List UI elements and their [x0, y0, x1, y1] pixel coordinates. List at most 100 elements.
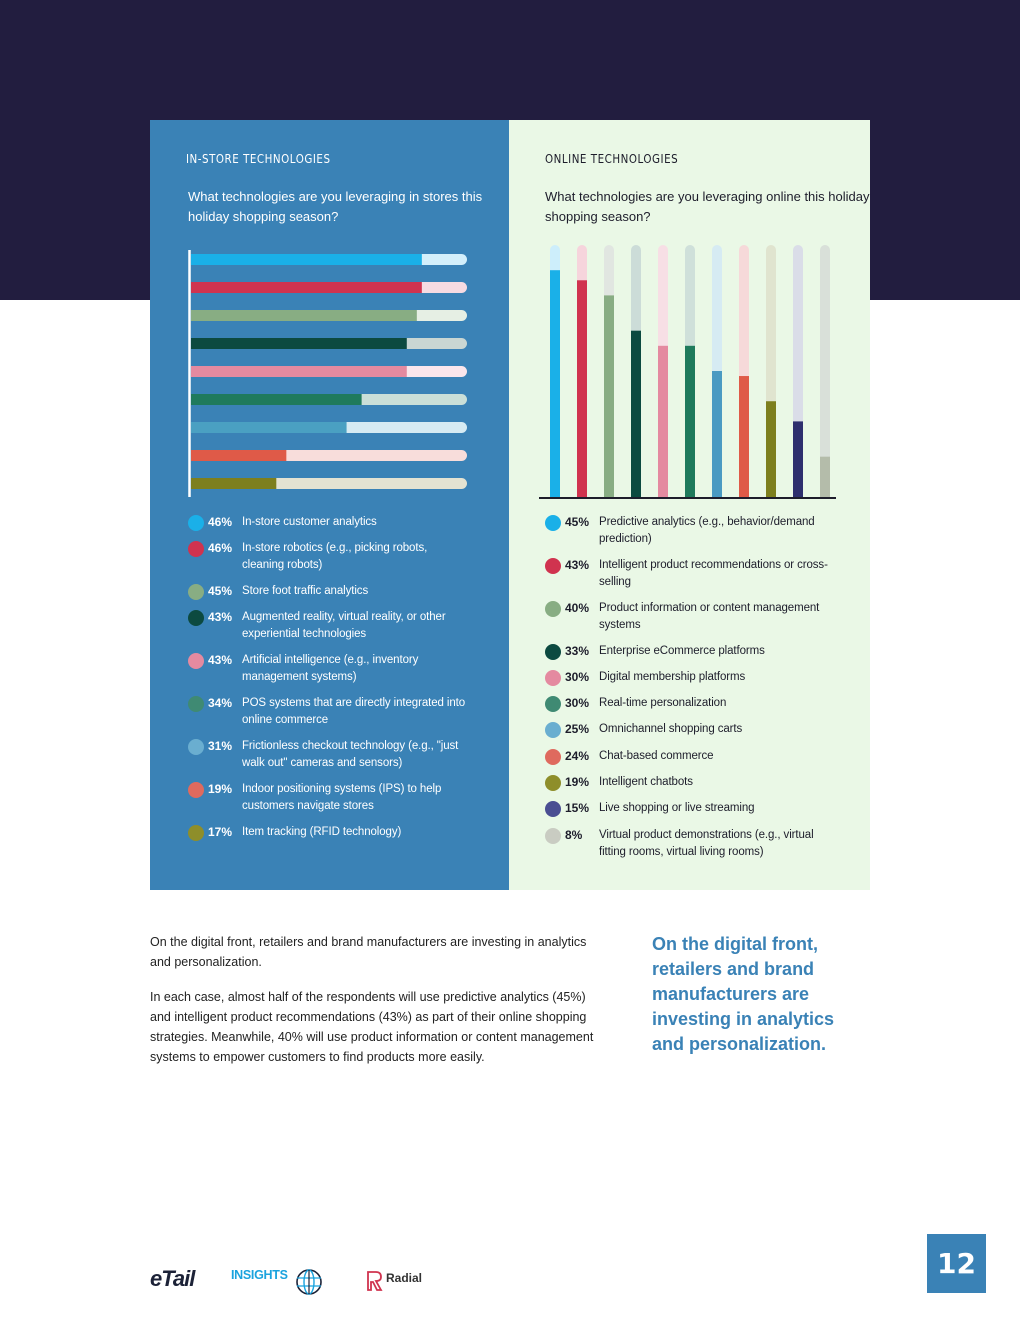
- legend-label: POS systems that are directly integrated…: [242, 697, 466, 726]
- article-paragraph: On the digital front, retailers and bran…: [150, 935, 587, 969]
- legend-item: 31% Frictionless checkout technology (e.g…: [188, 738, 467, 772]
- bar: [191, 422, 347, 433]
- article-body: On the digital front, retailers and bran…: [150, 932, 605, 1082]
- bar-track: [820, 245, 830, 497]
- article-paragraph: In each case, almost half of the respond…: [150, 990, 594, 1064]
- legend-label: Virtual product demonstrations (e.g., vi…: [599, 829, 814, 858]
- legend-dot-icon: [545, 644, 561, 660]
- bar: [191, 478, 277, 489]
- bar: [191, 450, 287, 461]
- bar: [820, 456, 830, 497]
- legend-percent: 31%: [208, 739, 233, 753]
- legend-label: Intelligent product recommendations or c…: [599, 559, 828, 588]
- legend-percent: 30%: [565, 670, 590, 684]
- bar: [191, 282, 422, 293]
- legend-label: Artificial intelligence (e.g., inventory…: [242, 654, 419, 683]
- etail-logo: eTail: [150, 1266, 195, 1291]
- in-store-question: What technologies are you leveraging in …: [188, 189, 483, 224]
- legend-dot-icon: [188, 541, 204, 557]
- bar: [631, 330, 641, 497]
- legend-label: Store foot traffic analytics: [242, 585, 369, 597]
- legend-dot-icon: [545, 515, 561, 531]
- legend-label: Frictionless checkout technology (e.g., …: [242, 740, 459, 769]
- legend-label: In-store customer analytics: [242, 516, 377, 528]
- legend-dot-icon: [545, 670, 561, 686]
- legend-percent: 15%: [565, 801, 590, 815]
- online-heading: ONLINE TECHNOLOGIES: [545, 152, 679, 166]
- legend-item: 19% Intelligent chatbots: [545, 774, 839, 791]
- legend-percent: 25%: [565, 722, 590, 736]
- legend-item: 43% Artificial intelligence (e.g., invent…: [188, 652, 467, 686]
- bar: [191, 394, 362, 405]
- bar: [191, 338, 407, 349]
- in-store-panel: IN-STORE TECHNOLOGIES What technologies …: [150, 120, 509, 890]
- online-bar-chart: [539, 245, 836, 499]
- legend-item: 40% Product information or content manage…: [545, 600, 839, 634]
- legend-label: Predictive analytics (e.g., behavior/dem…: [599, 516, 815, 545]
- legend-percent: 33%: [565, 644, 590, 658]
- bar: [550, 270, 560, 497]
- pull-quote: On the digital front, retailers and bran…: [652, 934, 835, 1054]
- bar: [793, 421, 803, 497]
- legend-item: 30% Digital membership platforms: [545, 669, 839, 686]
- legend-percent: 8%: [565, 828, 583, 842]
- legend-item: 33% Enterprise eCommerce platforms: [545, 643, 839, 660]
- legend-label: Live shopping or live streaming: [599, 802, 755, 814]
- legend-dot-icon: [545, 749, 561, 765]
- legend-label: Digital membership platforms: [599, 671, 746, 683]
- legend-label: Product information or content managemen…: [599, 602, 820, 631]
- radial-logo-text: Radial: [386, 1271, 423, 1285]
- legend-percent: 30%: [565, 696, 590, 710]
- legend-item: 30% Real-time personalization: [545, 695, 839, 712]
- legend-item: 17% Item tracking (RFID technology): [188, 824, 467, 841]
- legend-label: Indoor positioning systems (IPS) to help…: [242, 783, 442, 812]
- legend-dot-icon: [545, 722, 561, 738]
- legend-percent: 19%: [208, 782, 233, 796]
- legend-dot-icon: [545, 801, 561, 817]
- bar: [766, 401, 776, 497]
- online-question: What technologies are you leveraging onl…: [545, 189, 870, 224]
- legend-percent: 43%: [208, 610, 233, 624]
- radial-mark-icon: [367, 1271, 383, 1291]
- bar: [712, 371, 722, 497]
- legend-label: Item tracking (RFID technology): [242, 826, 402, 838]
- legend-dot-icon: [188, 696, 204, 712]
- in-store-bar-chart: [188, 250, 467, 497]
- legend-item: 8% Virtual product demonstrations (e.g., …: [545, 827, 839, 861]
- legend-dot-icon: [188, 610, 204, 626]
- legend-item: 46% In-store robotics (e.g., picking robo…: [188, 540, 467, 574]
- globe-icon: [296, 1269, 322, 1295]
- bar: [577, 280, 587, 497]
- legend-percent: 24%: [565, 749, 590, 763]
- legend-label: Omnichannel shopping carts: [599, 723, 743, 735]
- legend-percent: 34%: [208, 696, 233, 710]
- legend-percent: 43%: [208, 653, 233, 667]
- page-number: 12: [927, 1234, 986, 1293]
- legend-percent: 46%: [208, 515, 233, 529]
- bar: [191, 366, 407, 377]
- legend-item: 43% Augmented reality, virtual reality, o…: [188, 609, 467, 643]
- legend-item: 19% Indoor positioning systems (IPS) to h…: [188, 781, 467, 815]
- legend-dot-icon: [545, 775, 561, 791]
- legend-dot-icon: [188, 515, 204, 531]
- legend-dot-icon: [188, 739, 204, 755]
- legend-item: 24% Chat-based commerce: [545, 748, 839, 765]
- legend-item: 34% POS systems that are directly integra…: [188, 695, 467, 729]
- legend-label: Enterprise eCommerce platforms: [599, 645, 765, 657]
- bar: [191, 254, 422, 265]
- legend-item: 25% Omnichannel shopping carts: [545, 721, 839, 738]
- legend-item: 45% Store foot traffic analytics: [188, 583, 467, 600]
- legend-label: In-store robotics (e.g., picking robots,…: [242, 542, 428, 571]
- legend-label: Augmented reality, virtual reality, or o…: [242, 611, 446, 640]
- legend-item: 15% Live shopping or live streaming: [545, 800, 839, 817]
- legend-percent: 40%: [565, 601, 590, 615]
- bar: [685, 345, 695, 497]
- online-panel: ONLINE TECHNOLOGIES What technologies ar…: [509, 120, 870, 890]
- legend-percent: 43%: [565, 558, 590, 572]
- legend-percent: 17%: [208, 825, 233, 839]
- bar: [739, 376, 749, 497]
- legend-dot-icon: [545, 558, 561, 574]
- legend-percent: 46%: [208, 541, 233, 555]
- legend-dot-icon: [545, 601, 561, 617]
- legend-item: 45% Predictive analytics (e.g., behavior/…: [545, 514, 839, 548]
